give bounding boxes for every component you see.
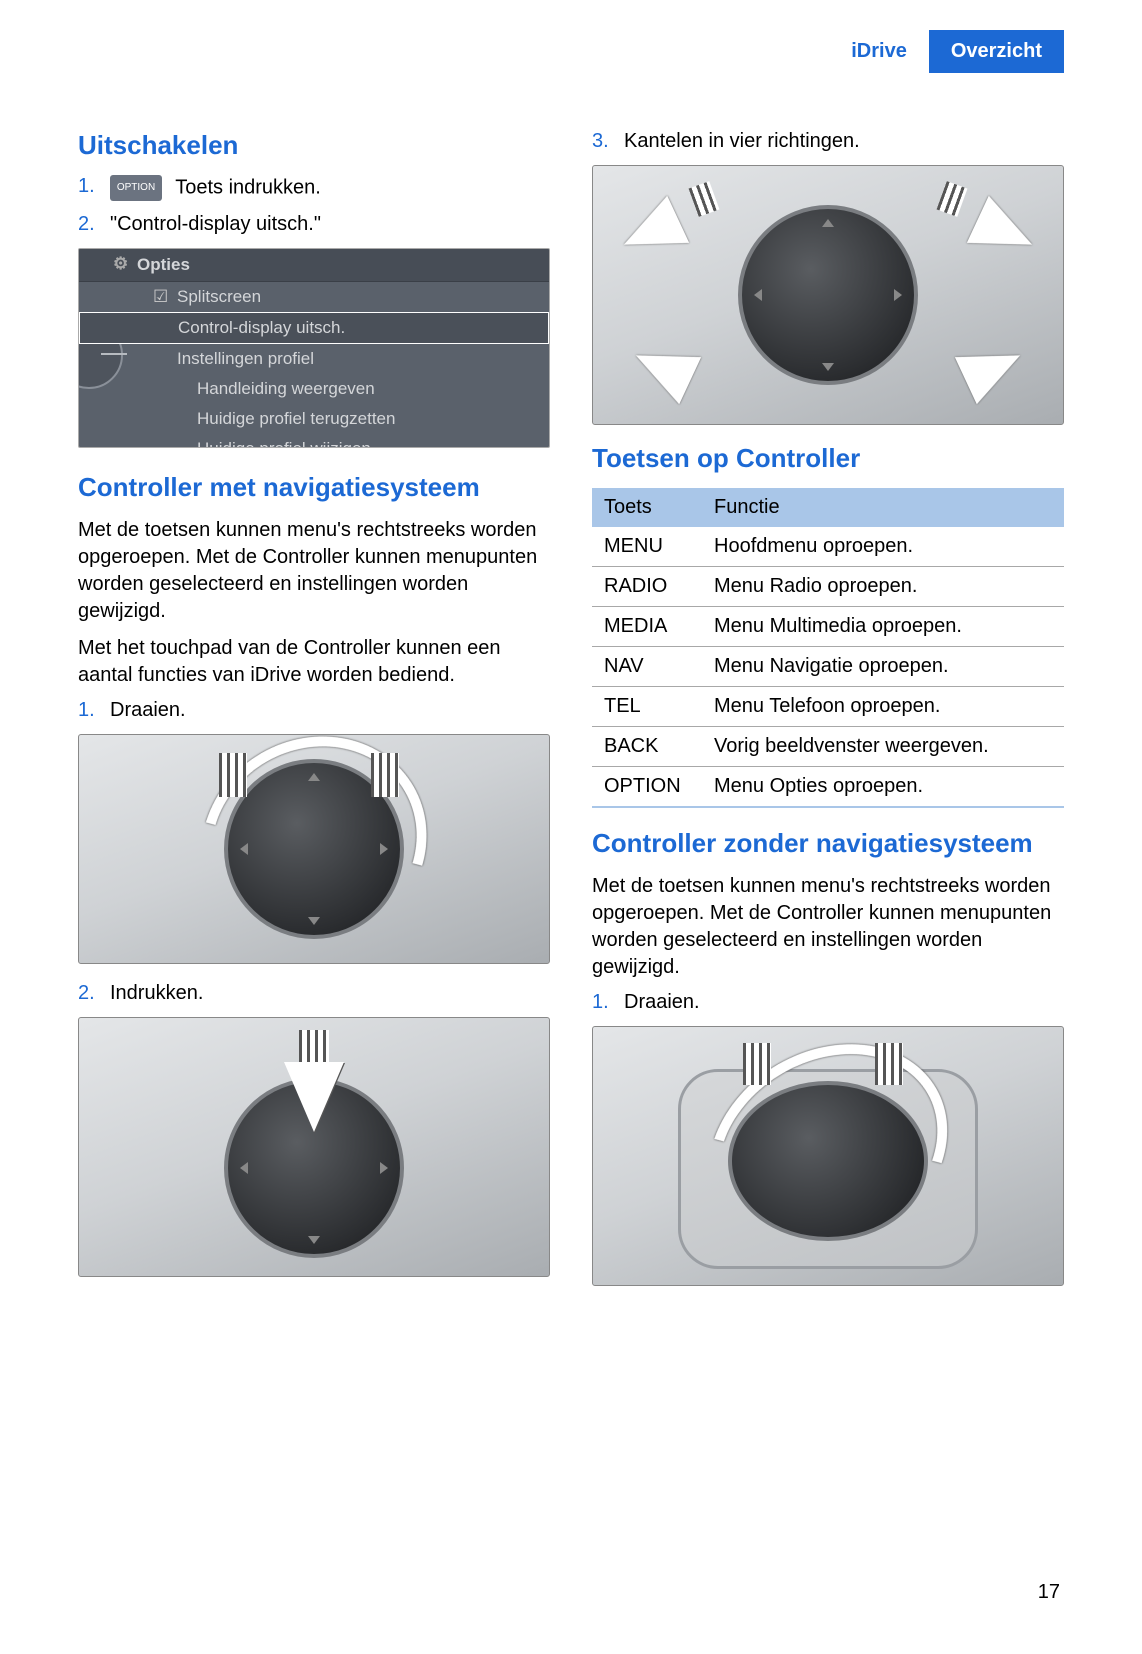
- step-number: 1.: [78, 175, 110, 198]
- col-functie: Functie: [702, 488, 1064, 527]
- cell-toets: MEDIA: [592, 607, 702, 647]
- nav-step-2: 2. Indrukken.: [78, 982, 550, 1005]
- table-row: MENUHoofdmenu oproepen.: [592, 527, 1064, 567]
- step-number: 2.: [78, 982, 110, 1005]
- step-number: 2.: [78, 213, 110, 236]
- heading-uitschakelen: Uitschakelen: [78, 130, 550, 161]
- idrive-menu-screenshot: Opties Splitscreen Control-display uitsc…: [78, 248, 550, 448]
- tilt-arrow-icon: [967, 196, 1043, 268]
- menu-item-instellingen: Instellingen profiel: [79, 344, 549, 374]
- step-text: Kantelen in vier richtingen.: [624, 130, 860, 153]
- paragraph-nav-2: Met het touchpad van de Controller kunne…: [78, 635, 550, 689]
- step-text: Draaien.: [110, 699, 186, 722]
- cell-functie: Menu Opties oproepen.: [702, 767, 1064, 808]
- table-header-row: Toets Functie: [592, 488, 1064, 527]
- cell-toets: MENU: [592, 527, 702, 567]
- step-2: 2. "Control-display uitsch.": [78, 213, 550, 236]
- cell-functie: Vorig beeldvenster weergeven.: [702, 727, 1064, 767]
- illustration-draaien: [78, 734, 550, 964]
- tilt-arrow-icon: [613, 196, 689, 268]
- zonder-steps: 1. Draaien.: [592, 991, 1064, 1014]
- tilt-arrow-icon: [955, 332, 1031, 404]
- header-tabs: iDrive Overzicht: [829, 30, 1064, 73]
- stripe-icon: [875, 1043, 903, 1085]
- nav-step-1: 1. Draaien.: [78, 699, 550, 722]
- heading-controller-zonder: Controller zonder navigatiesysteem: [592, 828, 1064, 859]
- step-text: Indrukken.: [110, 982, 203, 1005]
- step-text: "Control-display uitsch.": [110, 213, 321, 236]
- tab-idrive: iDrive: [829, 30, 929, 73]
- cell-toets: OPTION: [592, 767, 702, 808]
- stripe-icon: [219, 753, 247, 797]
- table-row: NAVMenu Navigatie oproepen.: [592, 647, 1064, 687]
- stripe-icon: [937, 181, 968, 217]
- heading-toetsen: Toetsen op Controller: [592, 443, 1064, 474]
- right-column: 3. Kantelen in vier richtingen. Toetsen …: [592, 130, 1064, 1304]
- rotate-arrow-icon: [162, 734, 466, 964]
- menu-item-control-display: Control-display uitsch.: [79, 312, 549, 344]
- kantelen-step: 3. Kantelen in vier richtingen.: [592, 130, 1064, 153]
- stripe-icon: [371, 753, 399, 797]
- illustration-indrukken: [78, 1017, 550, 1277]
- zonder-step-1: 1. Draaien.: [592, 991, 1064, 1014]
- table-row: TELMenu Telefoon oproepen.: [592, 687, 1064, 727]
- cell-functie: Hoofdmenu oproepen.: [702, 527, 1064, 567]
- cell-functie: Menu Radio oproepen.: [702, 567, 1064, 607]
- illustration-zonder-draaien: [592, 1026, 1064, 1286]
- cell-toets: NAV: [592, 647, 702, 687]
- table-row: BACKVorig beeldvenster weergeven.: [592, 727, 1064, 767]
- step-1: 1. OPTION Toets indrukken.: [78, 175, 550, 201]
- step-3: 3. Kantelen in vier richtingen.: [592, 130, 1064, 153]
- cell-toets: BACK: [592, 727, 702, 767]
- cell-functie: Menu Navigatie oproepen.: [702, 647, 1064, 687]
- step-number: 1.: [78, 699, 110, 722]
- stripe-icon: [689, 181, 720, 217]
- menu-item-handleiding: Handleiding weergeven: [79, 374, 549, 404]
- option-button-icon: OPTION: [110, 175, 162, 201]
- menu-item-wijzigen: Huidige profiel wijzigen: [79, 434, 549, 448]
- step1-label: Toets indrukken.: [175, 176, 321, 198]
- step-number: 3.: [592, 130, 624, 153]
- menu-item-splitscreen: Splitscreen: [79, 282, 549, 312]
- step-number: 1.: [592, 991, 624, 1014]
- cell-functie: Menu Telefoon oproepen.: [702, 687, 1064, 727]
- uitschakelen-steps: 1. OPTION Toets indrukken. 2. "Control-d…: [78, 175, 550, 236]
- page-content: Uitschakelen 1. OPTION Toets indrukken. …: [78, 130, 1064, 1304]
- cell-toets: RADIO: [592, 567, 702, 607]
- table-row: OPTIONMenu Opties oproepen.: [592, 767, 1064, 808]
- controller-knob-icon: [738, 205, 918, 385]
- col-toets: Toets: [592, 488, 702, 527]
- menu-title: Opties: [79, 249, 549, 282]
- step-text: OPTION Toets indrukken.: [110, 175, 321, 201]
- cell-functie: Menu Multimedia oproepen.: [702, 607, 1064, 647]
- menu-item-terugzetten: Huidige profiel terugzetten: [79, 404, 549, 434]
- step-text: Draaien.: [624, 991, 700, 1014]
- paragraph-zonder: Met de toetsen kunnen menu's rechtstreek…: [592, 873, 1064, 981]
- functions-table: Toets Functie MENUHoofdmenu oproepen. RA…: [592, 488, 1064, 808]
- nav-steps-2: 2. Indrukken.: [78, 982, 550, 1005]
- press-arrow-icon: [284, 1062, 344, 1132]
- tab-overzicht: Overzicht: [929, 30, 1064, 73]
- nav-steps: 1. Draaien.: [78, 699, 550, 722]
- heading-controller-nav: Controller met navigatiesysteem: [78, 472, 550, 503]
- left-column: Uitschakelen 1. OPTION Toets indrukken. …: [78, 130, 550, 1304]
- table-body: MENUHoofdmenu oproepen. RADIOMenu Radio …: [592, 527, 1064, 807]
- page-number: 17: [1038, 1581, 1060, 1604]
- paragraph-nav-1: Met de toetsen kunnen menu's rechtstreek…: [78, 517, 550, 625]
- table-row: RADIOMenu Radio oproepen.: [592, 567, 1064, 607]
- illustration-kantelen: [592, 165, 1064, 425]
- cell-toets: TEL: [592, 687, 702, 727]
- stripe-icon: [743, 1043, 771, 1085]
- tilt-arrow-icon: [625, 332, 701, 404]
- table-row: MEDIAMenu Multimedia oproepen.: [592, 607, 1064, 647]
